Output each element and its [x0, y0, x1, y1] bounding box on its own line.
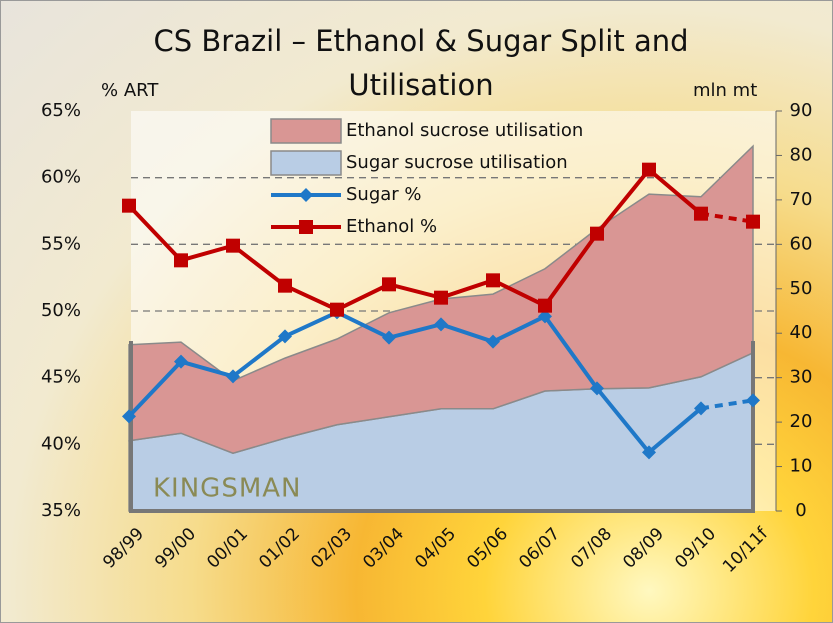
y-tick-label: 40% — [41, 433, 81, 454]
y2-tick-label: 20 — [790, 411, 813, 432]
y-tick-label: 55% — [41, 233, 81, 254]
y2-tick-label: 80 — [790, 144, 813, 165]
marker — [330, 303, 344, 317]
x-tick-label: 07/08 — [567, 524, 616, 573]
marker — [226, 239, 240, 253]
y2-tick-label: 0 — [795, 500, 806, 521]
marker — [590, 227, 604, 241]
marker — [746, 215, 760, 229]
y2-tick-label: 60 — [790, 233, 813, 254]
marker — [538, 299, 552, 313]
x-tick-label: 10/11f — [719, 523, 773, 577]
y-tick-label: 65% — [41, 100, 81, 121]
x-tick-label: 09/10 — [671, 524, 720, 573]
y-tick-label: 60% — [41, 167, 81, 188]
marker — [278, 279, 292, 293]
x-tick-label: 02/03 — [307, 524, 356, 573]
y2-tick-label: 90 — [790, 100, 813, 121]
y2-tick-label: 10 — [790, 456, 813, 477]
x-tick-label: 03/04 — [359, 524, 408, 573]
x-tick-label: 04/05 — [411, 524, 460, 573]
x-tick-label: 99/00 — [151, 524, 200, 573]
marker — [486, 273, 500, 287]
y2-tick-label: 40 — [790, 322, 813, 343]
legend-label: Ethanol % — [346, 216, 437, 237]
marker — [122, 199, 136, 213]
y-tick-label: 50% — [41, 300, 81, 321]
x-tick-label: 08/09 — [619, 524, 668, 573]
marker — [694, 207, 708, 221]
x-tick-label: 01/02 — [255, 524, 304, 573]
marker — [174, 253, 188, 267]
legend-swatch — [271, 119, 341, 143]
chart-title: CS Brazil – Ethanol & Sugar Split and Ut… — [141, 19, 701, 107]
legend-label: Sugar sucrose utilisation — [346, 152, 568, 173]
legend-swatch — [271, 151, 341, 175]
legend-label: Sugar % — [346, 184, 422, 205]
marker — [642, 163, 656, 177]
y-tick-label: 35% — [41, 500, 81, 521]
y2-tick-label: 50 — [790, 278, 813, 299]
legend-label: Ethanol sucrose utilisation — [346, 120, 583, 141]
y2-tick-label: 30 — [790, 367, 813, 388]
x-tick-label: 06/07 — [515, 524, 564, 573]
chart-container: % ART mln mt 35%40%45%50%55%60%65%010203… — [0, 0, 833, 623]
watermark: KINGSMAN — [153, 474, 302, 504]
x-tick-label: 98/99 — [99, 524, 148, 573]
marker — [382, 277, 396, 291]
y2-tick-label: 70 — [790, 189, 813, 210]
y2-axis-label: mln mt — [693, 80, 757, 101]
y-tick-label: 45% — [41, 367, 81, 388]
x-tick-label: 00/01 — [203, 524, 252, 573]
legend-marker — [299, 220, 313, 234]
x-tick-label: 05/06 — [463, 524, 512, 573]
marker — [434, 291, 448, 305]
